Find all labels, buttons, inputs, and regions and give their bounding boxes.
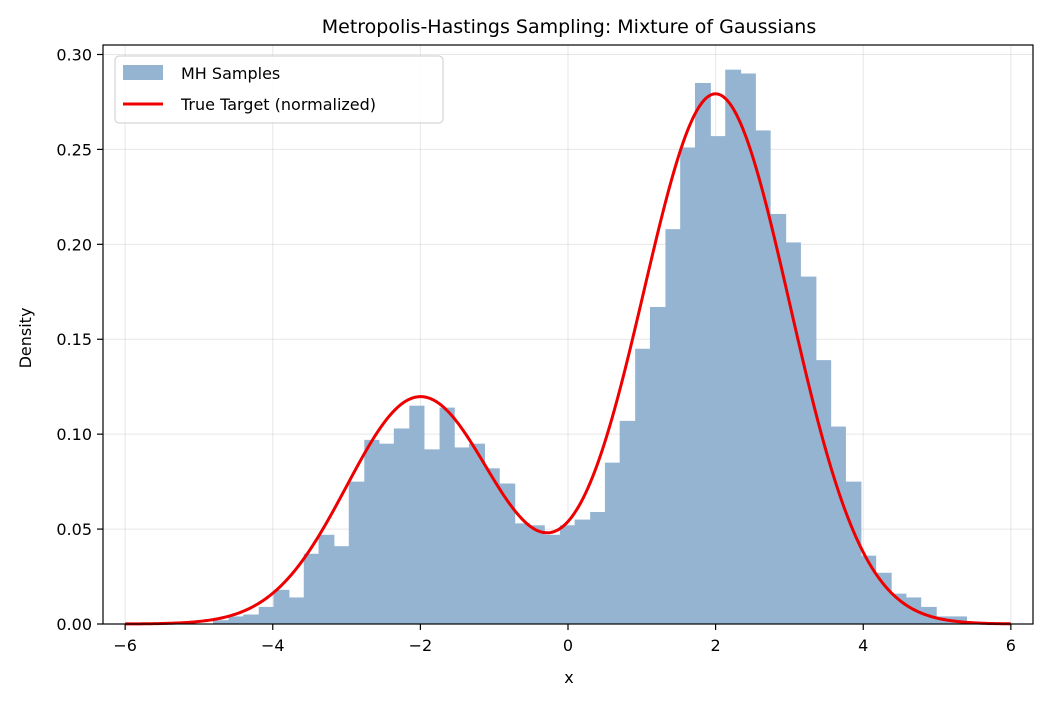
histogram-bar [454,447,470,624]
histogram-bar [861,555,877,624]
histogram-bar [875,572,892,624]
histogram-bars [212,69,967,625]
histogram-bar [830,426,846,624]
histogram-bar [770,213,787,624]
histogram-bar [469,443,485,624]
histogram-bar [379,443,395,624]
histogram-bar [590,511,606,624]
histogram-bar [439,407,455,624]
x-tick-label: 0 [563,636,573,655]
histogram-bar [574,519,591,624]
histogram-bar [755,130,771,625]
histogram-bar [303,553,319,624]
y-tick-label: 0.30 [56,45,92,64]
histogram-bar [318,534,335,624]
histogram-bar [619,420,636,624]
y-tick-label: 0.05 [56,520,92,539]
histogram-bar [228,616,244,624]
x-tick-label: −4 [261,636,285,655]
histogram-bar [649,306,666,624]
x-axis-ticks: −6 −4 −2 0 2 4 6 [113,624,1016,655]
histogram-bar [514,523,531,624]
legend-curve-label: True Target (normalized) [180,95,376,114]
x-tick-label: 6 [1006,636,1016,655]
histogram-bar [273,589,290,624]
y-axis-label: Density [16,308,35,369]
x-tick-label: 4 [858,636,868,655]
histogram-bar [559,525,576,624]
x-tick-label: −2 [409,636,433,655]
histogram-bar [529,525,545,624]
histogram-bar [289,597,305,624]
histogram-bar [635,348,651,624]
histogram-bar [816,360,832,624]
y-tick-label: 0.25 [56,140,92,159]
histogram-bar [604,462,621,624]
histogram-bar [544,534,561,624]
chart-title: Metropolis-Hastings Sampling: Mixture of… [322,16,816,38]
y-axis-ticks: 0.00 0.05 0.10 0.15 0.20 0.25 0.30 [56,45,103,634]
legend: MH Samples True Target (normalized) [114,55,444,124]
histogram-bar [243,614,260,624]
histogram-bar [710,136,726,624]
y-tick-label: 0.00 [56,615,92,634]
legend-box [114,55,444,124]
histogram-bar [348,481,365,624]
histogram-bar [409,405,425,624]
histogram-bar [680,147,696,624]
histogram-bar [258,606,274,624]
legend-histogram-swatch [123,65,163,80]
y-tick-label: 0.10 [56,425,92,444]
histogram-bar [364,439,380,624]
histogram-bar [665,229,681,624]
legend-histogram-label: MH Samples [181,64,280,83]
histogram-bar [499,483,516,624]
histogram-bar [424,449,440,624]
histogram-bar [484,468,500,624]
histogram-bar [800,276,817,624]
x-tick-label: 2 [711,636,721,655]
y-tick-label: 0.15 [56,330,92,349]
histogram-bar [845,481,862,624]
histogram-bar [725,69,742,624]
x-tick-label: −6 [113,636,137,655]
histogram-bar [212,620,229,624]
y-tick-label: 0.20 [56,235,92,254]
x-axis-label: x [564,668,573,687]
histogram-bar [393,428,410,624]
histogram-bar [740,73,756,625]
histogram-bar [334,546,350,624]
histogram-bar [694,82,711,624]
true-target-curve [125,92,1011,626]
